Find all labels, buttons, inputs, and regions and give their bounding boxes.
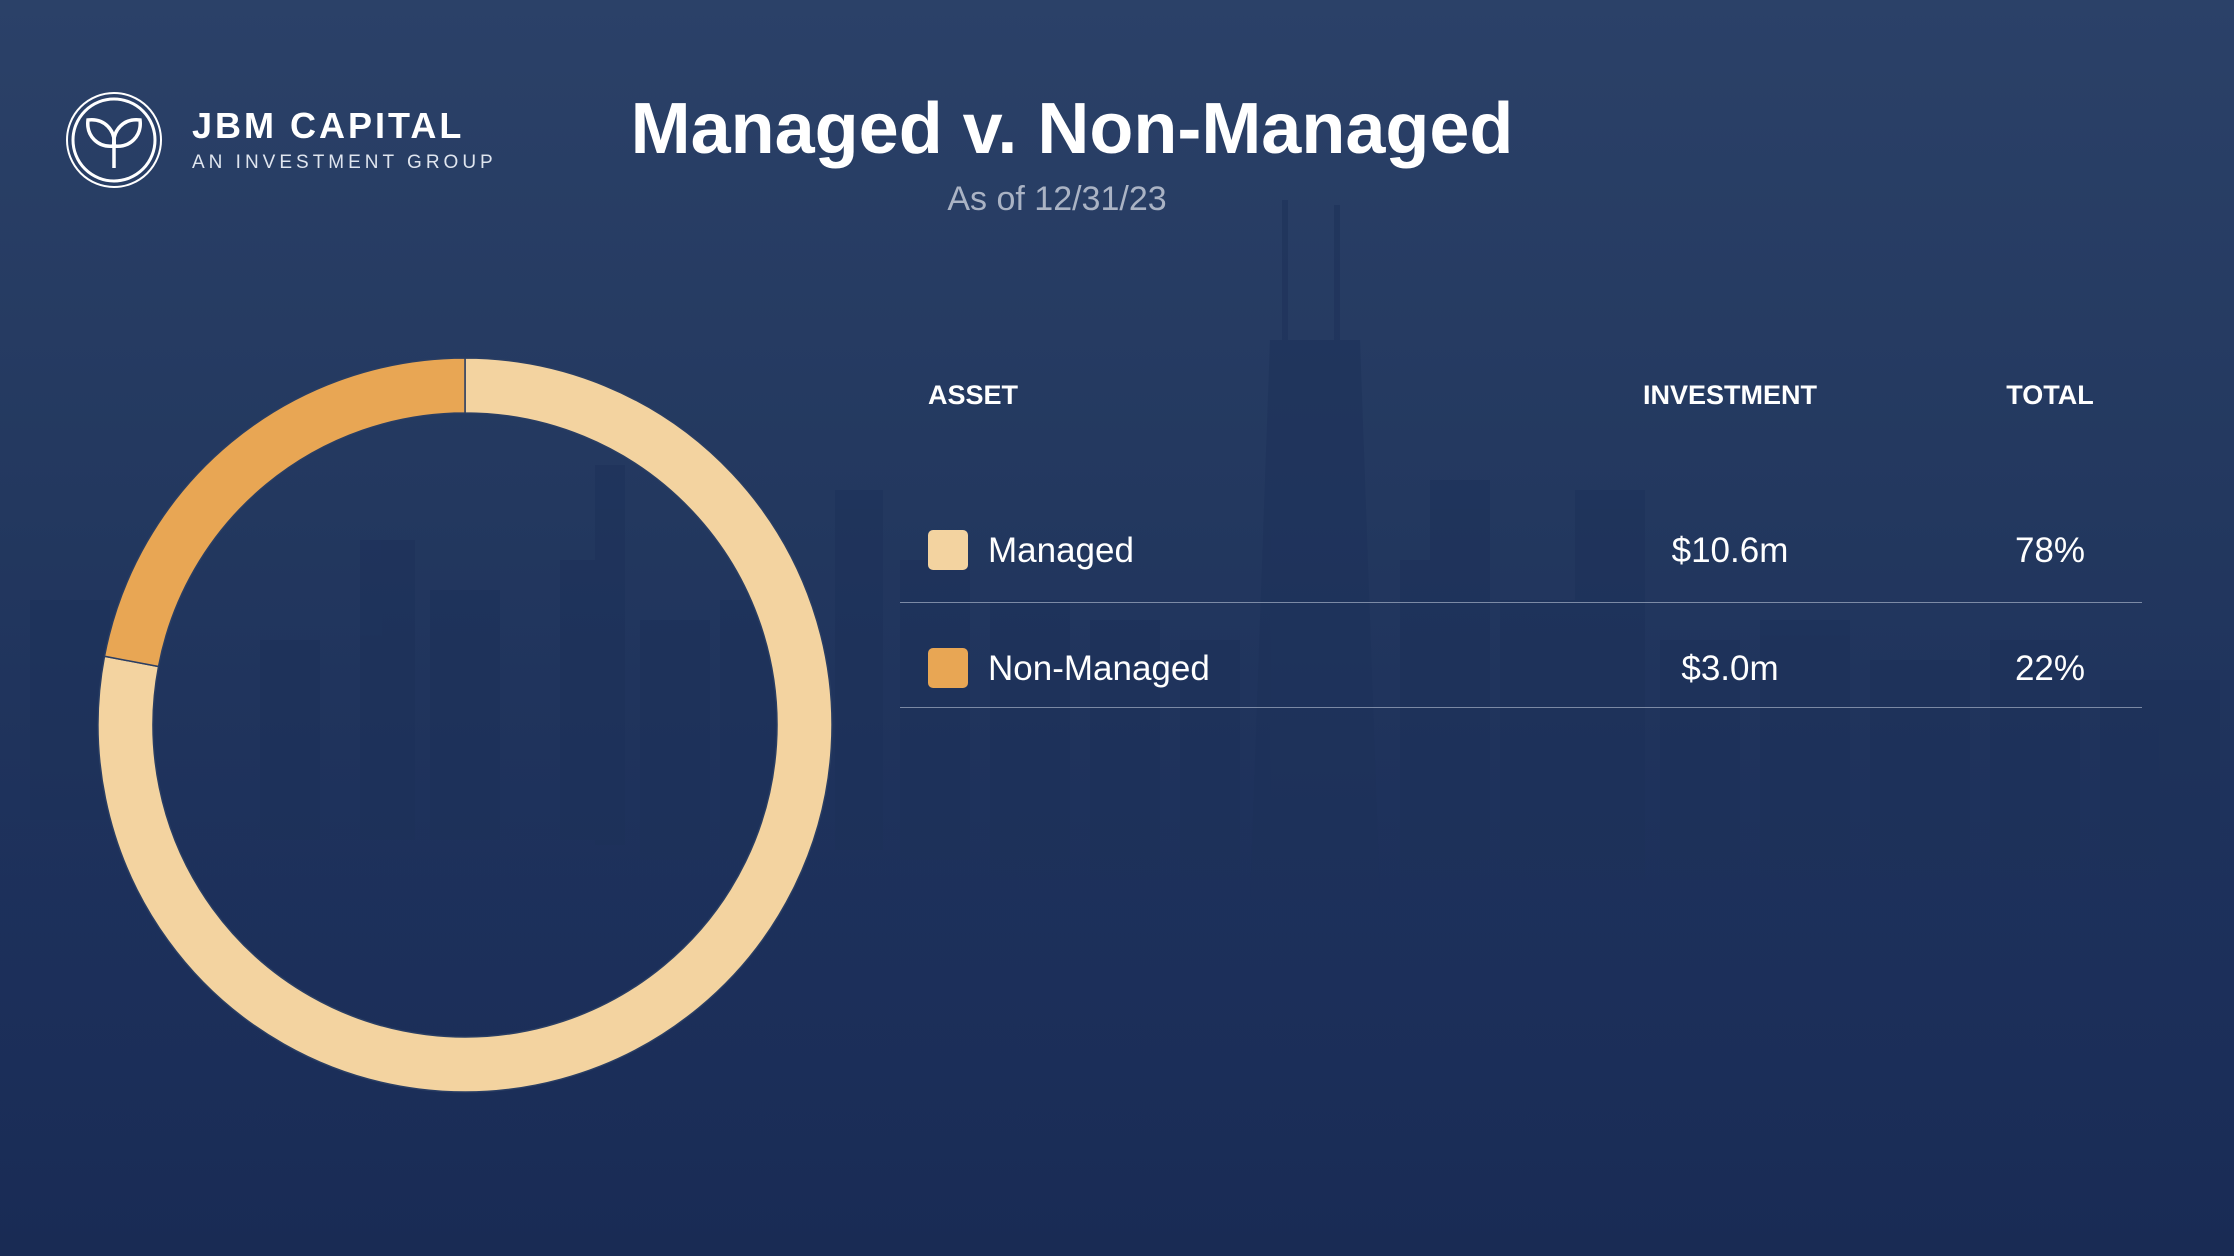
page-subtitle: As of 12/31/23 (947, 180, 1167, 218)
column-header-total: TOTAL (2006, 380, 2094, 410)
asset-name: Non-Managed (988, 649, 1210, 688)
brand-name: JBM CAPITAL (192, 105, 465, 146)
column-header-asset: ASSET (928, 380, 1019, 410)
total-percent: 22% (2014, 649, 2086, 688)
sprout-logo-icon (66, 92, 162, 188)
column-header-investment: INVESTMENT (1642, 380, 1817, 410)
managed-swatch (928, 530, 968, 570)
table-row: Managed $10.6m 78% (900, 430, 2142, 603)
brand-tagline: AN INVESTMENT GROUP (192, 152, 497, 173)
donut-chart (97, 357, 833, 1093)
allocation-table: ASSET INVESTMENT TOTAL Managed $10.6m 78… (900, 370, 2142, 708)
table-header-row: ASSET INVESTMENT TOTAL (900, 370, 2142, 430)
page-title: Managed v. Non-Managed (630, 89, 1514, 169)
investment-value: $10.6m (1671, 531, 1789, 570)
donut-slice-non-managed (103, 357, 466, 668)
non-managed-swatch (928, 648, 968, 688)
donut-slice-managed (97, 357, 833, 1093)
investment-value: $3.0m (1681, 649, 1779, 688)
brand-logo: JBM CAPITAL AN INVESTMENT GROUP (64, 90, 497, 190)
table-row: Non-Managed $3.0m 22% (900, 603, 2142, 708)
total-percent: 78% (2014, 531, 2086, 570)
asset-name: Managed (988, 531, 1134, 570)
